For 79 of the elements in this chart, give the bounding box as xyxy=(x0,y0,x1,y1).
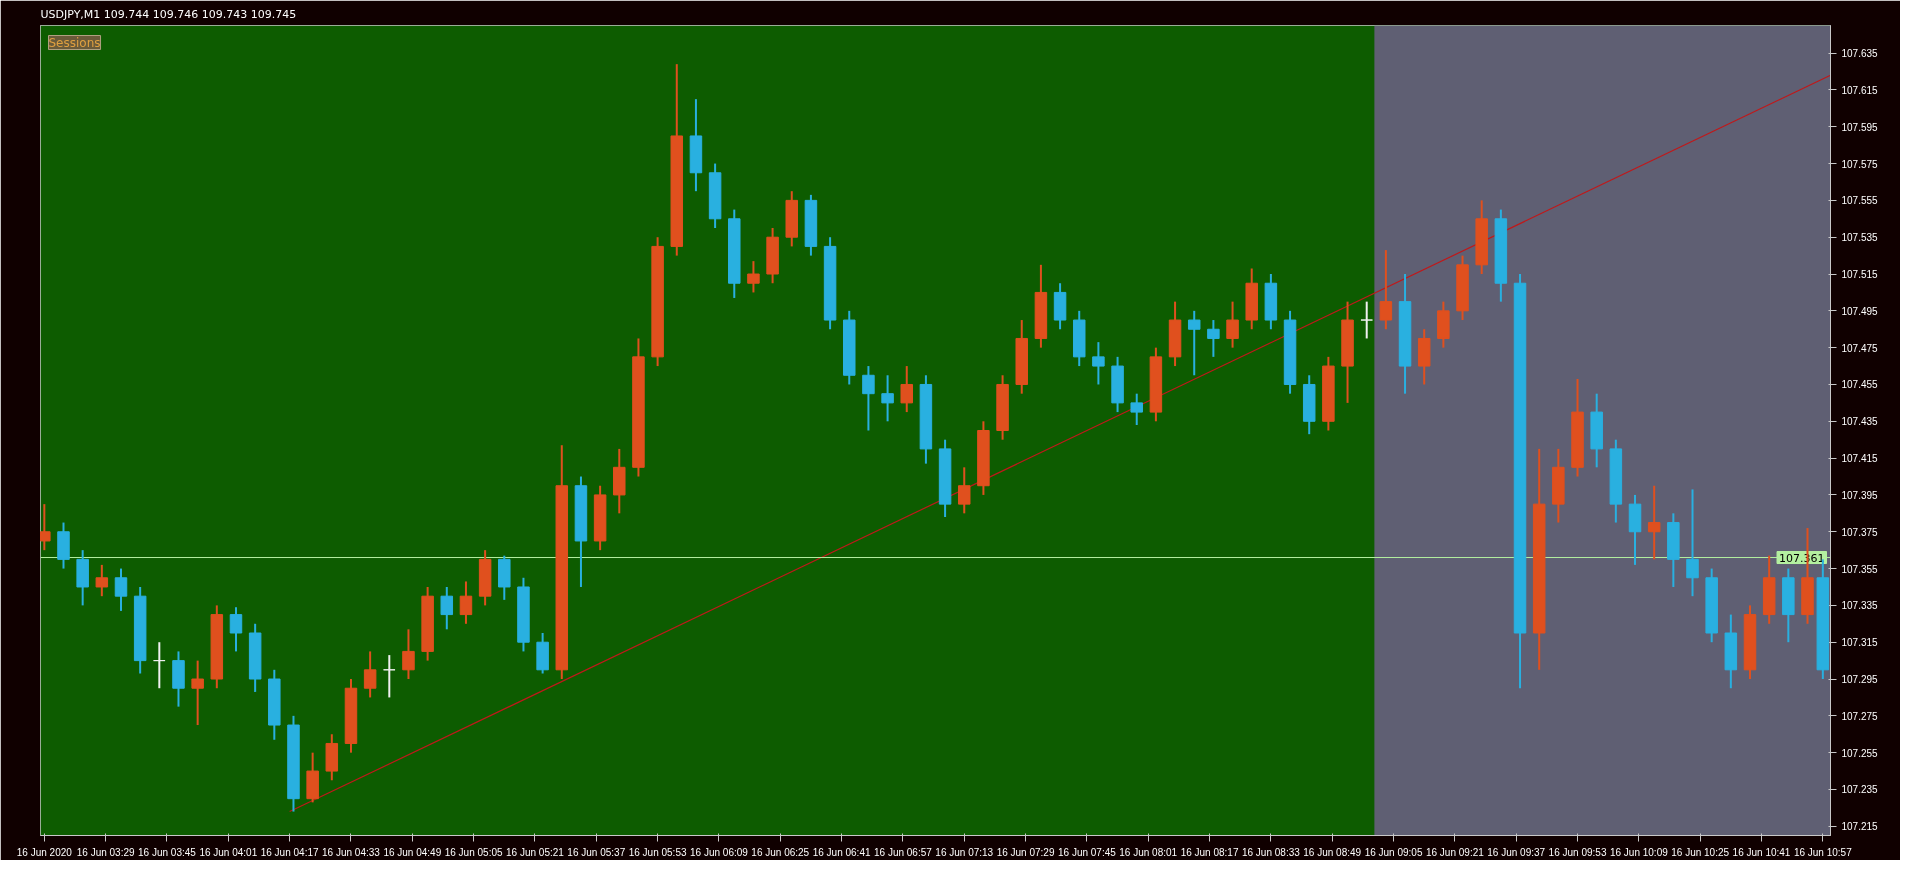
candlestick xyxy=(191,659,204,727)
x-tick-label: 16 Jun 04:17 xyxy=(260,846,319,858)
x-tick-label: 16 Jun 07:13 xyxy=(935,846,994,858)
candlestick xyxy=(1686,488,1699,598)
candlestick xyxy=(402,628,415,681)
x-tick-label: 16 Jun 04:49 xyxy=(383,846,442,858)
y-tick-label: 107.375 xyxy=(1841,526,1879,538)
candlestick xyxy=(40,503,51,552)
x-tick-label: 16 Jun 09:37 xyxy=(1487,846,1546,858)
candlestick xyxy=(1360,300,1373,340)
y-tick-label: 107.415 xyxy=(1841,453,1879,465)
y-tick-label: 107.295 xyxy=(1841,674,1879,686)
candlestick xyxy=(363,650,377,699)
y-tick-label: 107.635 xyxy=(1841,48,1879,60)
x-tick-label: 16 Jun 08:49 xyxy=(1303,846,1362,858)
y-tick-label: 107.455 xyxy=(1841,379,1879,391)
candlestick xyxy=(229,606,243,653)
candlestick xyxy=(95,563,109,598)
candlestick xyxy=(1092,341,1105,386)
x-tick-label: 16 Jun 08:33 xyxy=(1241,846,1301,858)
x-tick-label: 16 Jun 09:53 xyxy=(1548,846,1607,858)
x-tick-label: 16 Jun 06:41 xyxy=(812,846,871,858)
candlestick xyxy=(153,641,166,690)
x-tick-label: 16 Jun 10:41 xyxy=(1732,846,1791,858)
x-tick-label: 16 Jun 10:09 xyxy=(1609,846,1669,858)
candlestick xyxy=(383,654,396,699)
x-tick-label: 16 Jun 2020 xyxy=(16,846,73,858)
candlestick xyxy=(1187,309,1201,377)
candlestick xyxy=(900,365,913,414)
x-tick-label: 16 Jun 06:09 xyxy=(690,846,749,858)
chart-title: USDJPY,M1 109.744 109.746 109.743 109.745 xyxy=(40,7,297,21)
x-tick-label: 16 Jun 10:25 xyxy=(1671,846,1730,858)
y-tick-label: 107.335 xyxy=(1841,600,1879,612)
x-tick-label: 16 Jun 06:57 xyxy=(874,846,933,858)
x-tick-label: 16 Jun 09:05 xyxy=(1364,846,1423,858)
candlestick xyxy=(1130,392,1143,426)
candlestick xyxy=(747,260,760,294)
x-tick-label: 16 Jun 08:01 xyxy=(1119,846,1178,858)
y-tick-label: 107.395 xyxy=(1841,489,1879,501)
y-tick-label: 107.555 xyxy=(1841,195,1879,207)
annotation: Sessions xyxy=(48,35,101,50)
candlestick xyxy=(862,365,875,432)
y-tick-label: 107.275 xyxy=(1841,710,1879,722)
x-tick-label: 16 Jun 08:17 xyxy=(1180,846,1239,858)
y-tick-label: 107.315 xyxy=(1841,637,1879,649)
candlestick xyxy=(114,567,128,612)
y-tick-label: 107.515 xyxy=(1841,269,1879,281)
x-tick-label: 16 Jun 03:29 xyxy=(76,846,136,858)
x-tick-label: 16 Jun 05:05 xyxy=(444,846,503,858)
candlestick xyxy=(958,466,971,515)
x-tick-label: 16 Jun 05:21 xyxy=(506,846,565,858)
candlestick xyxy=(1647,484,1661,561)
x-tick-label: 16 Jun 03:45 xyxy=(138,846,197,858)
y-tick-label: 107.595 xyxy=(1841,121,1879,133)
y-tick-label: 107.435 xyxy=(1841,416,1879,428)
x-tick-label: 16 Jun 07:29 xyxy=(996,846,1055,858)
x-tick-label: 16 Jun 04:33 xyxy=(322,846,381,858)
y-tick-label: 107.215 xyxy=(1841,821,1879,833)
candlestick xyxy=(1379,249,1393,331)
x-tick-label: 16 Jun 05:37 xyxy=(567,846,626,858)
y-tick-label: 107.355 xyxy=(1841,563,1879,575)
x-tick-label: 16 Jun 10:57 xyxy=(1793,846,1853,858)
x-tick-label: 16 Jun 06:25 xyxy=(751,846,810,858)
y-tick-label: 107.615 xyxy=(1841,84,1879,96)
y-tick-label: 107.235 xyxy=(1841,784,1879,796)
candlestick xyxy=(459,580,473,625)
y-tick-label: 107.475 xyxy=(1841,342,1879,354)
y-tick-label: 107.535 xyxy=(1841,232,1879,244)
x-tick-label: 16 Jun 04:01 xyxy=(199,846,258,858)
candlestick xyxy=(440,585,454,631)
x-tick-label: 16 Jun 05:53 xyxy=(628,846,687,858)
y-tick-label: 107.495 xyxy=(1841,305,1879,317)
candlestick xyxy=(1207,319,1220,358)
x-tick-label: 16 Jun 09:21 xyxy=(1425,846,1485,858)
x-tick-label: 16 Jun 07:45 xyxy=(1057,846,1117,858)
y-tick-label: 107.255 xyxy=(1841,747,1879,759)
candlestick xyxy=(1226,300,1239,349)
y-tick-label: 107.575 xyxy=(1841,158,1879,170)
candlestick xyxy=(881,374,894,423)
